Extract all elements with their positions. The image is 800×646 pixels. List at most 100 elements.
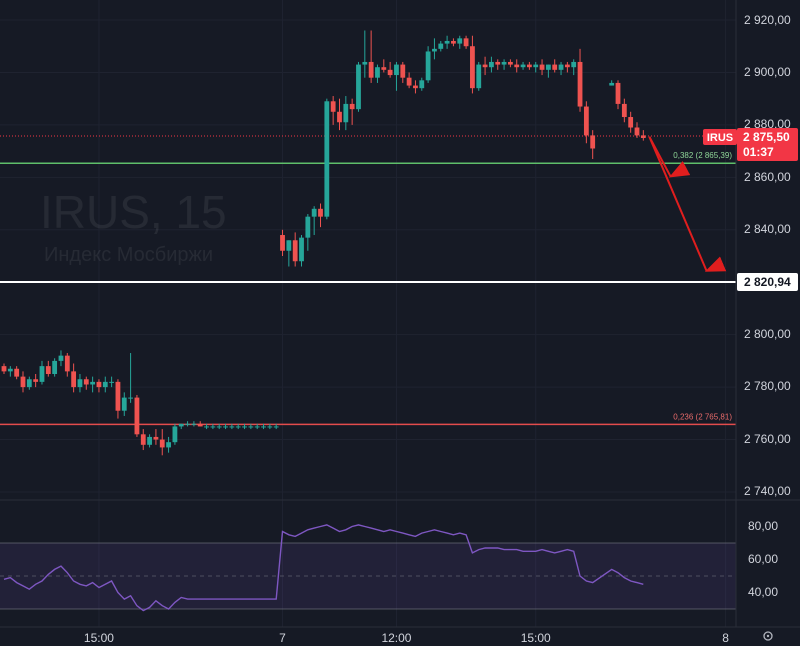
candle-body [191,423,197,425]
candle-body [381,67,387,70]
candle-body [451,40,456,44]
price-tick-label: 2 800,00 [744,327,791,341]
gear-icon[interactable] [763,631,773,641]
candle-body [337,111,342,123]
candle-body [83,379,89,385]
price-tick-label: 2 780,00 [744,379,791,393]
candle-body [267,426,273,428]
price-axis: 2 920,00 2 900,00 2 880,00 2 860,00 2 84… [735,0,791,627]
candle-body [172,426,178,443]
bar-countdown: 01:37 [743,145,774,159]
candle-body [33,379,39,382]
candle-body [324,101,330,217]
candle-body [305,216,311,238]
candle-body [58,355,64,361]
candle-body [583,106,589,136]
candle-body [590,135,596,149]
candle-body [134,397,140,435]
candle-body [115,381,121,411]
candle-body [166,442,171,448]
candle-body [330,101,336,112]
candle-body [444,40,450,44]
time-tick-label: 15:00 [84,631,114,645]
watermark: IRUS, 15 Индекс Мосбиржи [40,186,227,266]
projection-arrows [648,136,727,272]
price-tick-label: 2 900,00 [744,65,791,79]
rsi-tick-label: 60,00 [748,552,778,566]
price-tick-label: 2 920,00 [744,13,791,27]
candle-body [273,426,279,428]
candle-body [526,64,532,68]
candle-body [216,426,222,428]
candle-body [539,64,545,70]
candle-body [501,61,507,65]
projection-arrow[interactable] [648,136,727,272]
price-tick-label: 2 840,00 [744,222,791,236]
candle-body [432,48,437,52]
candle-body [425,51,431,81]
candle-body [248,426,254,428]
candle-body [223,426,228,428]
candle-body [343,103,349,123]
candle-body [109,381,115,383]
candle-body [254,426,260,428]
time-tick-label: 12:00 [381,631,411,645]
candle-body [545,64,551,70]
watermark-title: IRUS, 15 [40,186,227,238]
price-tick-label: 2 760,00 [744,432,791,446]
candle-body [508,61,513,65]
candle-body [26,379,32,388]
price-tick-label: 2 740,00 [744,484,791,498]
candle-body [77,379,83,388]
candle-body [571,61,577,68]
candle-body [609,82,615,86]
candle-body [185,423,190,425]
candle-body [121,397,127,411]
marked-level-box [737,273,798,291]
candle-body [489,61,494,68]
marked-level-value: 2 820,94 [744,275,791,289]
candle-body [197,423,203,427]
candle-body [533,64,539,68]
candle-body [558,64,564,70]
candle-body [178,423,184,427]
candle-body [153,436,159,440]
candle-body [7,368,13,372]
candle-body [1,366,7,372]
time-tick-label: 8 [722,631,729,645]
current-price-badge: IRUS 2 875,50 01:37 [703,128,798,161]
candle-body [564,64,570,68]
marked-level-badge: 2 820,94 [737,273,798,291]
candle-body [292,240,298,262]
fib-level-label: 0,382 (2 865,39) [673,151,732,160]
price-tick-label: 2 880,00 [744,117,791,131]
candle-body [286,240,292,251]
candle-body [634,127,640,136]
candle-body [457,38,463,44]
candle-body [147,436,152,445]
candle-body [375,67,380,78]
candle-body [394,64,399,76]
candle-body [406,77,412,86]
ticker-tag [703,129,737,145]
candle-body [14,368,20,377]
fib-level-label: 0,236 (2 765,81) [673,412,732,421]
candle-body [514,64,520,68]
candle-body [482,64,488,68]
time-tick-label: 7 [279,631,286,645]
candle-body [261,426,266,428]
candle-body [128,397,133,399]
candle-body [159,439,165,448]
candle-body [210,426,216,428]
candle-body [438,43,444,49]
candle-body [368,61,374,78]
candle-body [362,61,368,65]
time-tick-label: 15:00 [521,631,551,645]
candle-body [39,366,45,382]
candle-body [20,376,26,388]
candle-body [71,371,77,388]
candle-body [280,235,285,251]
candle-body [96,381,102,388]
